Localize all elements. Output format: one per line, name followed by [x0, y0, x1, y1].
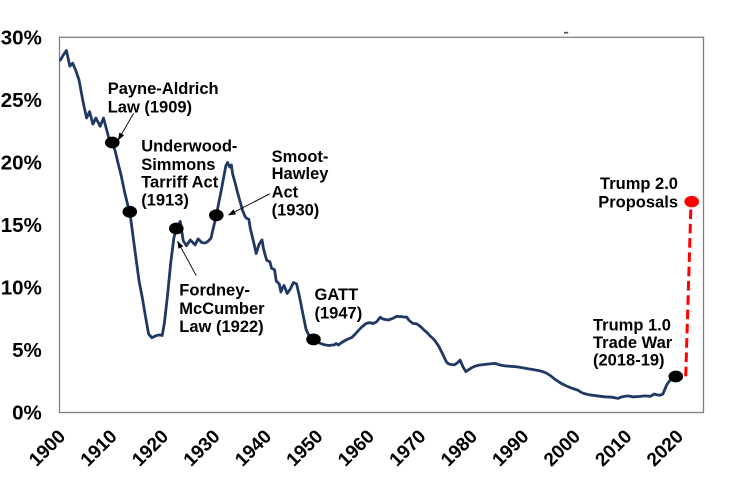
svg-text:Proposals: Proposals [598, 193, 678, 211]
svg-text:10%: 10% [1, 276, 42, 299]
svg-text:GATT: GATT [315, 286, 359, 304]
svg-text:Smoot-: Smoot- [272, 148, 329, 166]
svg-text:McCumber: McCumber [179, 300, 265, 318]
svg-text:Law (1922): Law (1922) [179, 318, 263, 336]
svg-text:25%: 25% [1, 89, 42, 112]
svg-text:(1947): (1947) [315, 305, 363, 323]
svg-text:Trump 2.0: Trump 2.0 [600, 175, 678, 193]
svg-text:(1913): (1913) [141, 192, 189, 210]
svg-text:20%: 20% [1, 151, 42, 174]
svg-text:Trump 1.0: Trump 1.0 [593, 316, 671, 334]
svg-text:Hawley: Hawley [272, 165, 330, 183]
svg-text:(1930): (1930) [272, 201, 320, 219]
svg-text:0%: 0% [12, 401, 42, 424]
svg-text:Tarriff Act: Tarriff Act [141, 174, 219, 192]
svg-text:Payne-Aldrich: Payne-Aldrich [108, 80, 219, 98]
svg-text:15%: 15% [1, 214, 42, 237]
svg-text:Trade War: Trade War [593, 334, 673, 352]
svg-text:5%: 5% [12, 339, 42, 362]
svg-text:Underwood-: Underwood- [141, 137, 237, 155]
svg-text:(2018-19): (2018-19) [593, 352, 665, 370]
svg-text:Act: Act [272, 184, 299, 202]
svg-text:Simmons: Simmons [141, 156, 215, 174]
svg-text:30%: 30% [1, 26, 42, 49]
svg-text:Law (1909): Law (1909) [108, 98, 192, 116]
svg-text:Fordney-: Fordney- [179, 282, 250, 300]
